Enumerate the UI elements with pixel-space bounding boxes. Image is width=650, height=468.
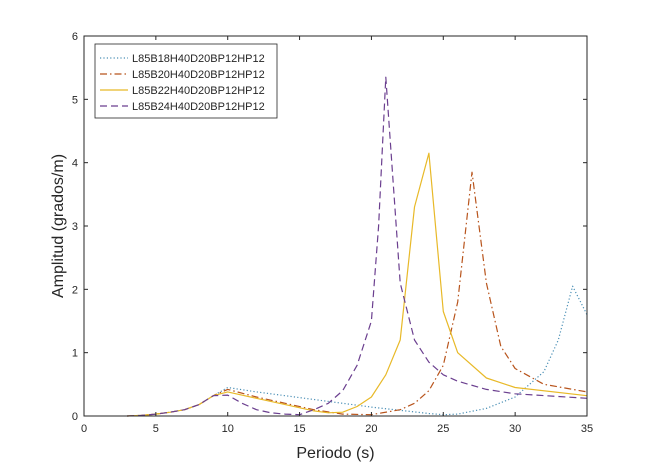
legend: L85B18H40D20BP12HP12 L85B20H40D20BP12HP12… (94, 43, 278, 119)
y-axis-label: Amplitud (grados/m) (50, 154, 67, 298)
legend-label-4: L85B24H40D20BP12HP12 (132, 101, 265, 113)
y-tick-label: 1 (72, 348, 78, 360)
legend-label-1: L85B18H40D20BP12HP12 (132, 53, 265, 65)
x-tick-label: 5 (153, 423, 159, 435)
x-tick-label: 30 (509, 423, 521, 435)
series-layer (127, 76, 588, 417)
y-tick-label: 2 (72, 284, 78, 296)
y-tick-label: 5 (72, 94, 78, 106)
legend-label-2: L85B20H40D20BP12HP12 (132, 69, 265, 81)
y-tick-label: 3 (72, 221, 78, 233)
y-tick-label: 6 (72, 31, 78, 43)
series-line-2 (127, 171, 588, 417)
tick-layer: 0 5 10 15 20 25 30 35 0 1 2 3 4 5 6 (72, 31, 593, 435)
x-tick-label: 35 (581, 423, 593, 435)
y-tick-label: 4 (72, 158, 78, 170)
y-tick-label: 0 (72, 411, 78, 423)
x-tick-label: 15 (293, 423, 305, 435)
x-tick-label: 0 (81, 423, 87, 435)
x-tick-label: 25 (437, 423, 449, 435)
series-line-4 (127, 76, 588, 417)
x-tick-label: 10 (222, 423, 234, 435)
legend-label-3: L85B22H40D20BP12HP12 (132, 85, 265, 97)
x-tick-label: 20 (365, 423, 377, 435)
x-axis-label: Periodo (s) (296, 445, 374, 462)
